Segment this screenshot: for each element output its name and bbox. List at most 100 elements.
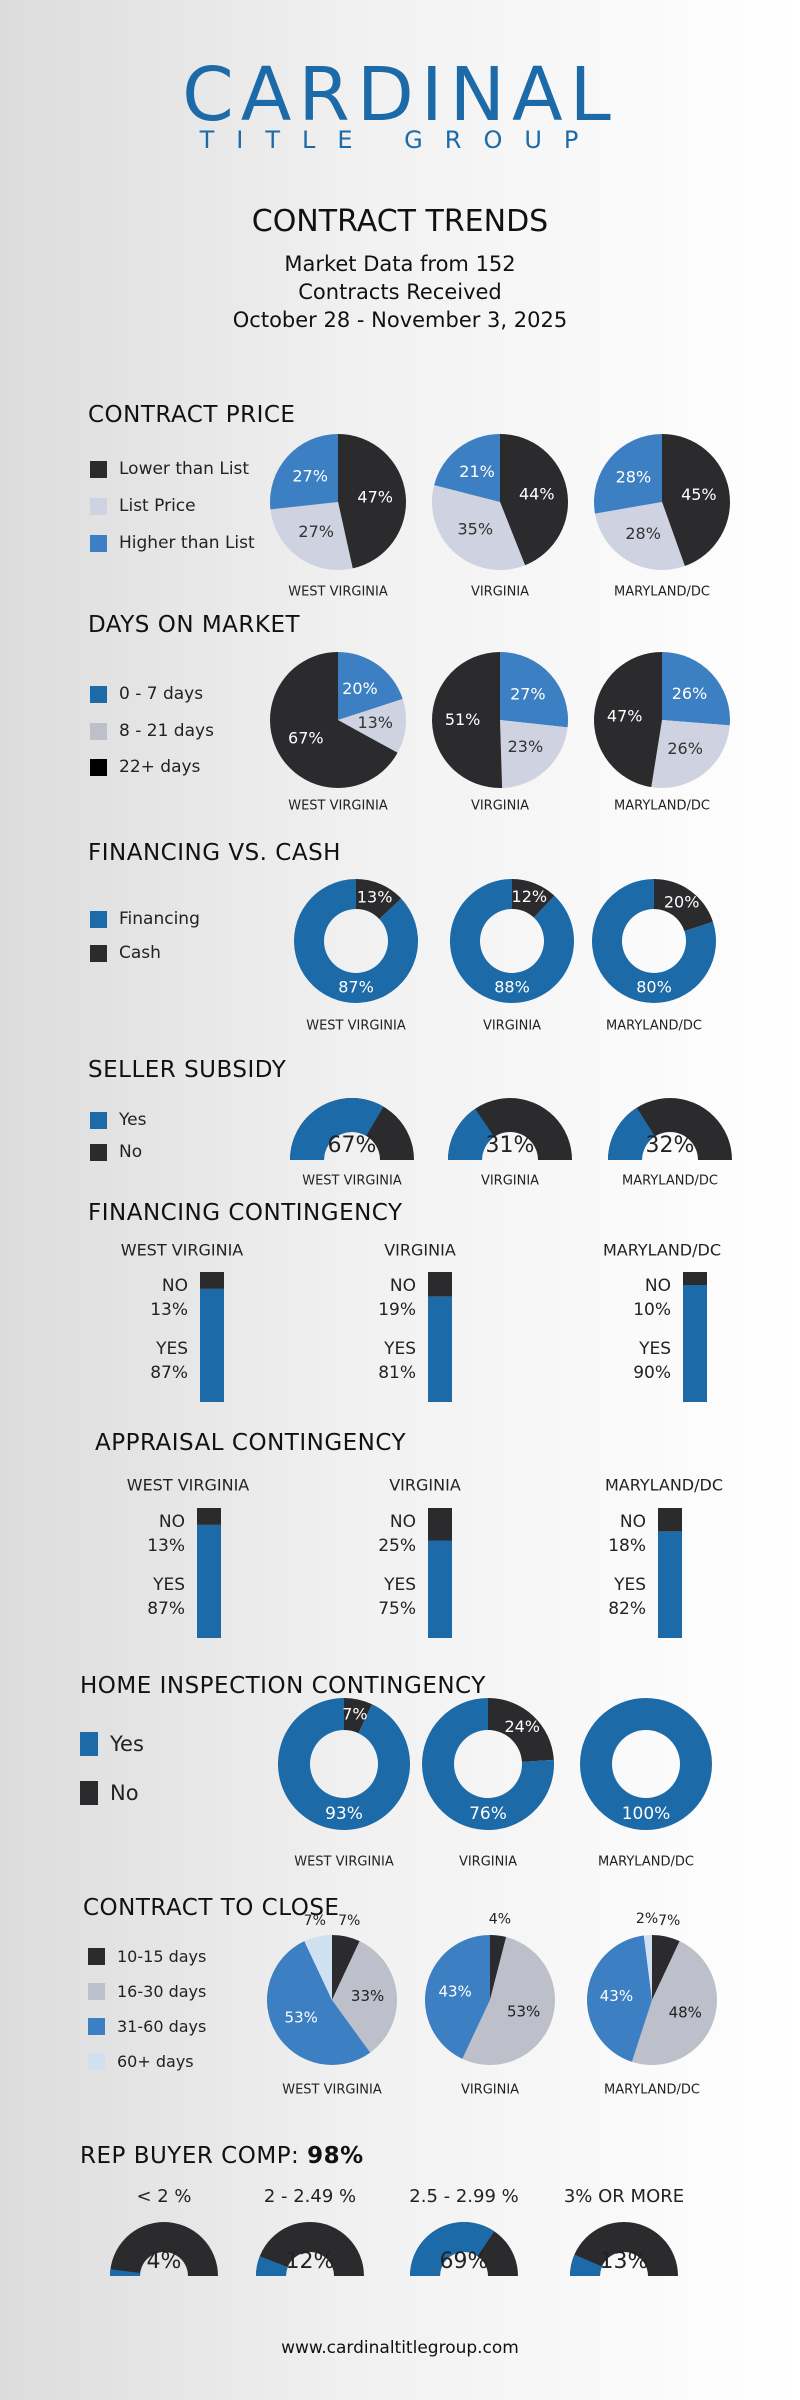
- pie-slice-label: 44%: [519, 484, 555, 503]
- donut-segment: [591, 879, 716, 1003]
- legend-swatch: [90, 1143, 107, 1161]
- legend-item: No: [90, 1142, 142, 1162]
- donut-label: 80%: [636, 978, 672, 997]
- legend-item: 8 - 21 days: [90, 721, 214, 741]
- section-title-contract-price: CONTRACT PRICE: [88, 402, 296, 428]
- donut-label: 93%: [325, 1804, 363, 1824]
- legend-swatch: [90, 685, 107, 703]
- region-label: MARYLAND/DC: [622, 1174, 718, 1189]
- legend-swatch: [90, 722, 107, 740]
- bar-no-pct: 10%: [633, 1300, 671, 1320]
- legend-label: 31-60 days: [117, 2017, 207, 2036]
- legend-swatch: [90, 910, 107, 928]
- legend-item: Higher than List: [90, 533, 255, 553]
- legend-item: 10-15 days: [88, 1947, 206, 1966]
- pie-slice: [270, 502, 353, 570]
- legend-item: 0 - 7 days: [90, 684, 203, 704]
- pie-slice-label: 23%: [508, 737, 544, 756]
- legend-swatch: [90, 758, 107, 776]
- donut-label: 88%: [494, 978, 530, 997]
- pie-slice: [338, 434, 407, 569]
- donut-segment: [488, 1698, 554, 1762]
- section-title-appraisal-contingency: APPRAISAL CONTINGENCY: [95, 1430, 407, 1456]
- donut-label: 12%: [512, 887, 548, 906]
- pie-slice: [304, 1935, 332, 2000]
- pie-slice-label: 26%: [667, 739, 703, 758]
- legend-swatch: [90, 534, 107, 552]
- bar-no: [658, 1508, 682, 1532]
- pie-slice: [500, 720, 568, 788]
- donut-segment: [422, 1698, 554, 1831]
- pie-slice: [269, 434, 338, 510]
- gauge-track: [570, 2222, 678, 2276]
- pie-slice-label: 47%: [607, 707, 643, 726]
- pie-slice-label: 4%: [489, 1912, 511, 1928]
- pie-slice-label: 67%: [288, 729, 324, 748]
- bar-no-pct: 13%: [147, 1536, 185, 1556]
- region-label: MARYLAND/DC: [606, 1019, 702, 1034]
- donut-label: 100%: [622, 1804, 671, 1824]
- bar-yes-label: YES: [152, 1575, 185, 1595]
- bar-no: [683, 1272, 707, 1285]
- gauge-value: 31%: [486, 1133, 535, 1158]
- gauge-fill: [570, 2254, 602, 2276]
- donut-label: 13%: [357, 887, 393, 906]
- region-label: 3% OR MORE: [564, 2186, 684, 2207]
- donut-label: 76%: [469, 1804, 507, 1824]
- bar-no-pct: 18%: [608, 1536, 646, 1556]
- bar-yes-label: YES: [383, 1339, 416, 1359]
- legend-item: Lower than List: [90, 459, 249, 479]
- pie-slice-label: 13%: [357, 713, 393, 732]
- pie-slice: [643, 1935, 652, 2000]
- region-label: VIRGINIA: [461, 2083, 519, 2098]
- pie-slice-label: 47%: [357, 487, 393, 506]
- legend-label: 60+ days: [117, 2052, 194, 2071]
- pie-slice-label: 27%: [292, 467, 328, 486]
- pie-slice-label: 26%: [672, 684, 708, 703]
- region-label: WEST VIRGINIA: [127, 1476, 250, 1495]
- gauge-fill: [410, 2222, 495, 2276]
- region-label: VIRGINIA: [389, 1476, 461, 1495]
- gauge-fill: [110, 2269, 141, 2276]
- region-label: VIRGINIA: [459, 1855, 517, 1870]
- section-title-days-on-market: DAYS ON MARKET: [88, 612, 301, 638]
- pie-slice-label: 43%: [600, 1987, 633, 2005]
- pie-slice: [490, 1935, 507, 2000]
- pie-slice-label: 7%: [658, 1913, 680, 1929]
- bar-yes: [428, 1540, 452, 1638]
- pie-slice: [594, 502, 685, 571]
- legend-item: Cash: [90, 943, 161, 963]
- bar-no-label: NO: [162, 1276, 188, 1296]
- pie-slice: [500, 434, 568, 566]
- pie-slice-label: 27%: [510, 685, 546, 704]
- footer-url[interactable]: www.cardinaltitlegroup.com: [281, 2338, 519, 2358]
- region-label: VIRGINIA: [483, 1019, 541, 1034]
- bar-no-pct: 13%: [150, 1300, 188, 1320]
- gauge-fill: [608, 1107, 655, 1160]
- legend-item: 31-60 days: [88, 2017, 206, 2036]
- pie-slice: [270, 652, 398, 788]
- pie-slice: [432, 485, 526, 571]
- bar-yes-label: YES: [383, 1575, 416, 1595]
- gauge-value: 13%: [600, 2249, 649, 2274]
- section-title-contract-to-close: CONTRACT TO CLOSE: [83, 1895, 340, 1921]
- donut-label: 7%: [342, 1705, 367, 1724]
- subtitle-line-2: Contracts Received: [298, 280, 502, 304]
- gauge-value: 4%: [147, 2249, 182, 2274]
- pie-slice-label: 7%: [304, 1913, 326, 1929]
- section-title-financing-vs-cash: FINANCING VS. CASH: [88, 840, 341, 866]
- logo-subtitle: TITLE GROUP: [199, 126, 601, 154]
- rep-buyer-comp-label: REP BUYER COMP:: [80, 2143, 300, 2169]
- pie-slice-label: 45%: [681, 485, 717, 504]
- donut-label: 24%: [504, 1717, 540, 1736]
- logo-wordmark: CARDINAL: [182, 52, 618, 138]
- legend-swatch: [88, 2053, 105, 2070]
- legend-swatch: [88, 1948, 105, 1965]
- donut-segment: [278, 1698, 411, 1830]
- rep-buyer-comp-value: 98%: [307, 2143, 364, 2169]
- bar-yes-label: YES: [155, 1339, 188, 1359]
- legend-label: Higher than List: [119, 533, 255, 553]
- region-label: MARYLAND/DC: [614, 799, 710, 814]
- pie-slice: [332, 1941, 398, 2053]
- legend-label: Lower than List: [119, 459, 250, 479]
